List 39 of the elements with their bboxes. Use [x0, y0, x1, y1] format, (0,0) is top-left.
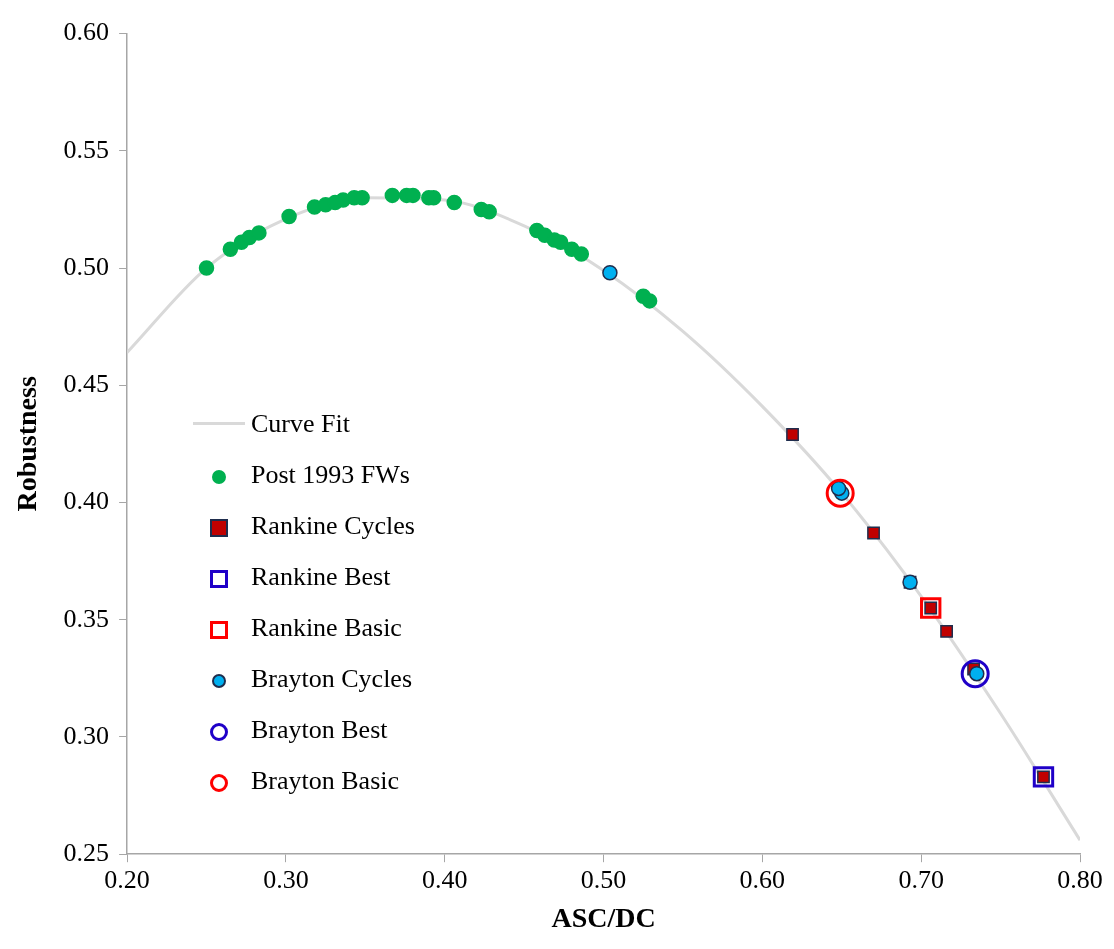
- point: [1032, 766, 1055, 788]
- y-tick-label: 0.50: [63, 251, 110, 281]
- y-tick-label: 0.30: [63, 720, 110, 750]
- x-tick-label: 0.60: [739, 864, 786, 894]
- legend-label: Rankine Basic: [251, 612, 402, 643]
- point: [940, 625, 953, 638]
- x-tick-label: 0.80: [1057, 864, 1103, 894]
- y-tick-label: 0.35: [63, 603, 110, 633]
- point: [960, 659, 990, 689]
- x-axis-title: ASC/DC: [551, 902, 656, 934]
- point: [481, 204, 497, 220]
- point: [602, 265, 618, 281]
- point: [825, 478, 855, 508]
- x-tick-label: 0.40: [421, 864, 468, 894]
- legend-label: Brayton Basic: [251, 765, 400, 796]
- x-tick-label: 0.70: [898, 864, 944, 894]
- legend-label: Curve Fit: [251, 408, 350, 439]
- point: [198, 260, 215, 276]
- point: [281, 208, 297, 225]
- y-tick-label: 0.45: [63, 369, 110, 399]
- point: [641, 293, 658, 309]
- legend-label: Rankine Best: [251, 561, 391, 592]
- point: [222, 241, 239, 258]
- point: [446, 194, 463, 211]
- point: [251, 225, 267, 241]
- legend-label: Rankine Cycles: [251, 510, 415, 541]
- y-axis-title: Robustness: [11, 376, 43, 512]
- y-tick-label: 0.60: [63, 17, 110, 47]
- x-tick-label: 0.30: [263, 864, 309, 894]
- point: [573, 246, 590, 262]
- point: [786, 428, 799, 441]
- legend-label: Brayton Cycles: [251, 663, 413, 694]
- legend-label: Brayton Best: [251, 714, 388, 745]
- point: [384, 187, 401, 204]
- legend-label: Post 1993 FWs: [251, 459, 410, 490]
- y-tick-label: 0.40: [63, 486, 110, 516]
- x-tick-label: 0.50: [580, 864, 627, 894]
- point: [867, 526, 880, 540]
- y-tick-label: 0.55: [63, 134, 110, 164]
